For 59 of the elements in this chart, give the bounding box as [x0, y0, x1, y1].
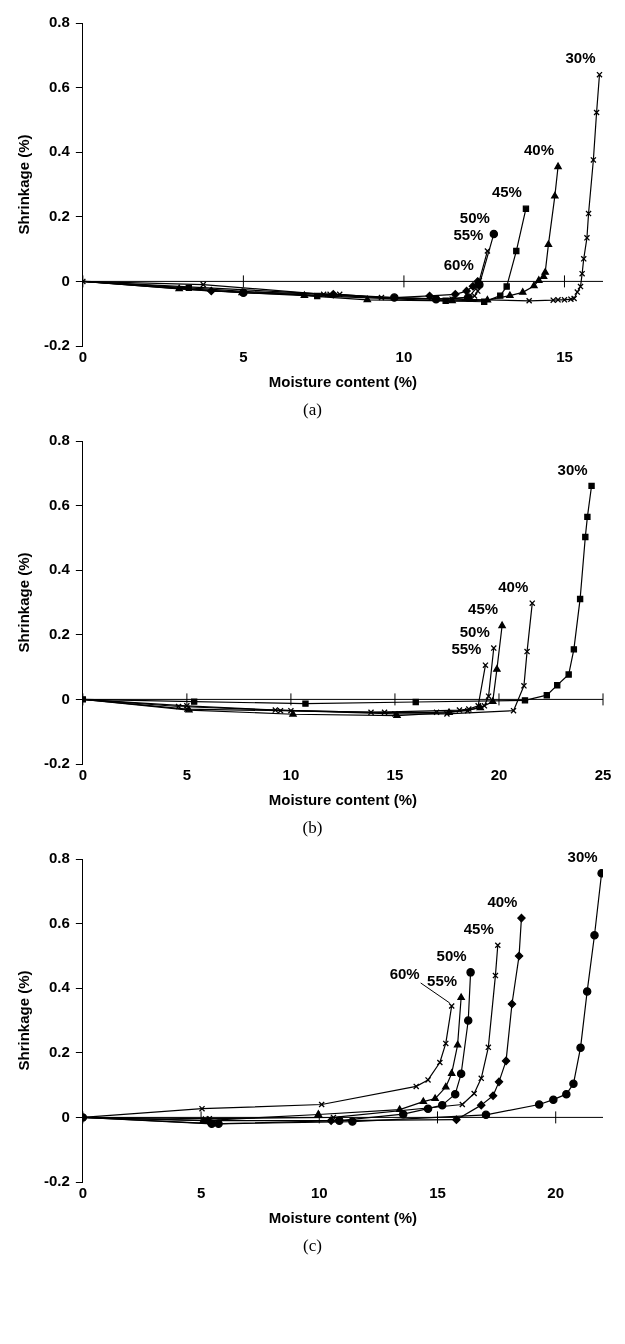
- series-label: 50%: [436, 947, 467, 965]
- series-label: 30%: [565, 49, 596, 67]
- series-label: 40%: [498, 577, 529, 595]
- series-label: 45%: [491, 183, 522, 201]
- y-axis-title: Shrinkage (%): [15, 134, 33, 235]
- x-tick-label: 0: [78, 1184, 88, 1202]
- x-axis-title: Moisture content (%): [268, 1209, 418, 1227]
- y-axis-title: Shrinkage (%): [15, 970, 33, 1071]
- x-axis-title: Moisture content (%): [268, 373, 418, 391]
- y-tick-label: 0.2: [48, 1042, 70, 1060]
- series-label: 50%: [459, 208, 490, 226]
- x-tick-label: 15: [556, 348, 573, 366]
- series-label: 50%: [459, 622, 490, 640]
- x-tick-label: 15: [429, 1184, 446, 1202]
- x-tick-label: 5: [182, 766, 192, 784]
- y-tick-label: 0.8: [48, 849, 70, 867]
- series-label: 55%: [453, 225, 484, 243]
- y-tick-label: -0.2: [43, 754, 70, 772]
- x-tick-label: 20: [547, 1184, 565, 1202]
- series-label: 45%: [463, 919, 494, 937]
- x-tick-label: 25: [594, 766, 612, 784]
- series-label: 55%: [451, 639, 482, 657]
- y-tick-label: 0.4: [48, 560, 71, 578]
- y-tick-label: 0: [61, 1107, 70, 1125]
- y-tick-label: 0.2: [48, 206, 70, 224]
- y-tick-label: 0.6: [48, 495, 70, 513]
- y-tick-label: 0.8: [48, 431, 70, 449]
- series-label: 40%: [487, 892, 518, 910]
- series-label: 45%: [468, 600, 499, 618]
- x-axis-title: Moisture content (%): [268, 791, 418, 809]
- series-label: 30%: [567, 847, 598, 865]
- x-tick-label: 10: [282, 766, 300, 784]
- y-axis-title: Shrinkage (%): [15, 552, 33, 653]
- x-tick-label: 15: [386, 766, 404, 784]
- series-label: 30%: [557, 460, 588, 478]
- x-tick-label: 5: [239, 348, 248, 366]
- y-tick-label: 0.8: [48, 13, 70, 31]
- text: (a): [302, 400, 323, 420]
- x-tick-label: 10: [395, 348, 413, 366]
- y-tick-label: 0: [61, 689, 70, 707]
- y-tick-label: 0.6: [48, 77, 70, 95]
- x-tick-label: 20: [490, 766, 508, 784]
- y-tick-label: 0.4: [48, 978, 71, 996]
- y-tick-label: 0.4: [48, 142, 71, 160]
- series-label: 55%: [427, 972, 458, 990]
- y-tick-label: -0.2: [43, 336, 70, 354]
- y-tick-label: 0: [61, 271, 70, 289]
- y-tick-label: -0.2: [43, 1172, 70, 1190]
- text: (b): [301, 818, 324, 838]
- text: (c): [302, 1236, 323, 1256]
- series-label: 40%: [524, 141, 555, 159]
- x-tick-label: 0: [78, 348, 88, 366]
- y-tick-label: 0.6: [48, 913, 70, 931]
- y-tick-label: 0.2: [48, 624, 70, 642]
- x-tick-label: 0: [78, 766, 88, 784]
- x-tick-label: 10: [310, 1184, 328, 1202]
- x-tick-label: 5: [196, 1184, 206, 1202]
- series-label: 60%: [443, 256, 474, 274]
- text: 60%: [389, 964, 420, 982]
